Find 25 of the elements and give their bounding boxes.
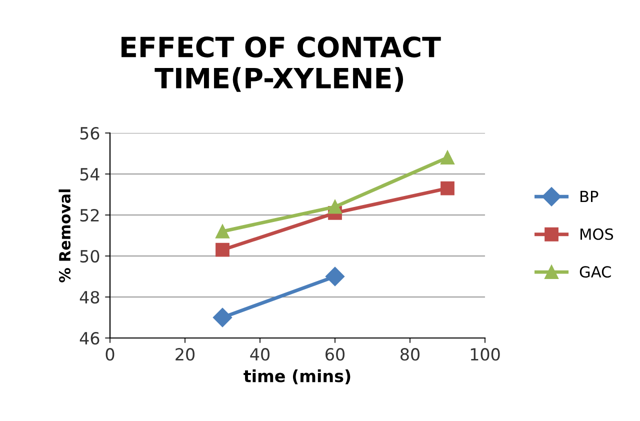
point (325, 266, 345, 286)
x-tick-label: 40 (250, 348, 270, 361)
legend-label: BP (580, 190, 598, 202)
x-axis-title: time (mins) (244, 369, 350, 384)
point (212, 308, 232, 328)
y-tick-label: 50 (80, 250, 100, 263)
y-tick-label: 56 (80, 126, 100, 140)
point (328, 200, 342, 214)
point (440, 181, 454, 196)
point (216, 242, 230, 257)
y-tick-label: 54 (80, 168, 100, 181)
point (440, 150, 454, 165)
x-tick-label: 0 (106, 348, 114, 361)
y-tick-label: 46 (80, 332, 100, 345)
legend-label: MOS (580, 228, 614, 240)
x-tick-label: 60 (326, 348, 344, 361)
y-tick-label: 48 (80, 290, 100, 304)
y-axis-title: % Removal (58, 189, 71, 282)
point (216, 224, 230, 238)
x-tick-label: 20 (176, 348, 194, 361)
chart-title: EFFECT OF CONTACT TIME(P-XYLENE) (122, 36, 441, 92)
x-tick-label: 80 (400, 348, 420, 361)
y-tick-label: 52 (80, 208, 99, 222)
x-tick-label: 100 (470, 348, 500, 361)
legend-label: GAC (580, 266, 611, 278)
